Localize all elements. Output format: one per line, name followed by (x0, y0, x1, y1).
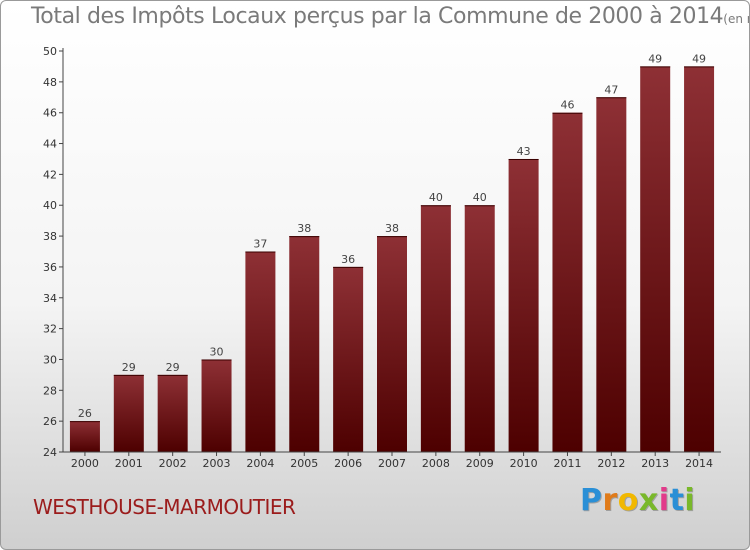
x-tick-label: 2011 (553, 457, 581, 470)
x-tick-label: 2005 (290, 457, 318, 470)
x-tick-label: 2010 (510, 457, 538, 470)
y-tick-label: 24 (43, 446, 57, 459)
bar (201, 359, 232, 452)
x-tick-label: 2013 (641, 457, 669, 470)
bar-value-label: 47 (604, 83, 618, 96)
y-tick-label: 40 (43, 199, 57, 212)
y-tick-label: 48 (43, 76, 57, 89)
bar-value-label: 30 (210, 345, 224, 358)
x-tick-label: 2002 (159, 457, 187, 470)
bar (69, 421, 100, 452)
bar-value-label: 49 (648, 52, 662, 65)
x-tick-label: 2004 (246, 457, 274, 470)
logo-letter: r (602, 483, 618, 518)
x-tick-label: 2006 (334, 457, 362, 470)
bar (333, 266, 364, 452)
logo-letter: i (684, 483, 696, 518)
x-tick-label: 2009 (466, 457, 494, 470)
x-tick-label: 2000 (71, 457, 99, 470)
y-tick-label: 36 (43, 261, 57, 274)
bar (508, 158, 539, 452)
y-tick-label: 46 (43, 107, 57, 120)
bar (377, 236, 407, 452)
x-tick-label: 2008 (422, 457, 450, 470)
bar-value-label: 36 (341, 253, 355, 266)
chart-title: Total des Impôts Locaux perçus par la Co… (31, 4, 749, 29)
logo-letter: i (658, 483, 670, 518)
x-tick-label: 2014 (685, 457, 713, 470)
y-tick-label: 44 (43, 138, 57, 151)
bar-value-label: 29 (122, 361, 136, 374)
proxiti-logo: Proxiti (580, 483, 695, 518)
y-tick-label: 30 (43, 353, 57, 366)
logo-letter: P (580, 483, 603, 518)
y-tick-label: 38 (43, 230, 57, 243)
bar (289, 236, 320, 452)
bar-value-label: 37 (253, 238, 267, 251)
x-tick-label: 2003 (203, 457, 231, 470)
bar-value-label: 40 (473, 191, 487, 204)
commune-name: WESTHOUSE-MARMOUTIER (33, 495, 296, 519)
chart-unit: (en milliers d'€) (723, 12, 749, 26)
y-tick-label: 26 (43, 415, 57, 428)
y-tick-label: 50 (43, 45, 57, 58)
bar-value-label: 38 (297, 222, 311, 235)
bar-value-label: 43 (517, 145, 531, 158)
bar-value-label: 26 (78, 407, 92, 420)
logo-letter: x (638, 483, 659, 518)
y-tick-label: 28 (43, 384, 57, 397)
logo-letter: o (617, 483, 639, 518)
x-tick-label: 2012 (597, 457, 625, 470)
bar-value-label: 40 (429, 191, 443, 204)
bar-value-label: 49 (692, 52, 706, 65)
bar-value-label: 46 (560, 99, 574, 112)
bar (464, 205, 495, 452)
bar (684, 66, 715, 452)
x-tick-label: 2001 (115, 457, 143, 470)
bar (552, 112, 583, 452)
bar (596, 97, 627, 453)
chart-title-text: Total des Impôts Locaux perçus par la Co… (31, 4, 724, 29)
bar (640, 66, 671, 452)
bar (157, 374, 188, 452)
logo-letter: t (669, 483, 685, 518)
y-tick-label: 32 (43, 323, 57, 336)
bar (420, 205, 451, 452)
bar-value-label: 29 (166, 361, 180, 374)
bar-value-label: 38 (385, 222, 399, 235)
bar (113, 374, 144, 452)
x-tick-label: 2007 (378, 457, 406, 470)
y-tick-label: 34 (43, 292, 57, 305)
bar (245, 251, 276, 452)
y-tick-label: 42 (43, 168, 57, 181)
